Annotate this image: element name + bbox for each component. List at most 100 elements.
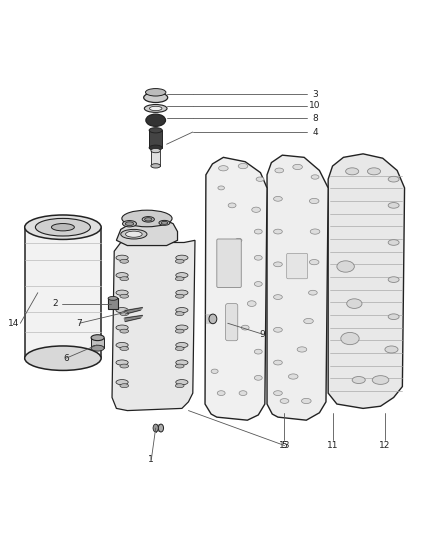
Ellipse shape (151, 148, 160, 153)
Ellipse shape (274, 327, 283, 332)
Ellipse shape (293, 164, 302, 169)
Ellipse shape (254, 229, 262, 234)
Text: 5: 5 (282, 441, 287, 450)
Ellipse shape (388, 277, 399, 282)
Bar (151, 151, 160, 166)
Ellipse shape (121, 229, 147, 239)
Ellipse shape (120, 364, 129, 368)
Ellipse shape (372, 376, 389, 384)
Ellipse shape (309, 198, 319, 204)
Ellipse shape (159, 220, 170, 225)
FancyBboxPatch shape (217, 239, 241, 287)
Ellipse shape (274, 262, 283, 266)
Ellipse shape (175, 294, 184, 298)
Ellipse shape (388, 203, 399, 208)
Ellipse shape (175, 364, 184, 368)
Ellipse shape (218, 186, 224, 190)
Ellipse shape (120, 277, 129, 281)
Ellipse shape (149, 106, 162, 111)
Ellipse shape (176, 272, 188, 278)
Ellipse shape (209, 314, 217, 324)
Ellipse shape (120, 329, 129, 333)
Text: 14: 14 (8, 319, 19, 328)
Bar (149, 130, 162, 148)
Ellipse shape (254, 255, 262, 260)
Ellipse shape (149, 128, 162, 133)
Ellipse shape (388, 314, 399, 320)
Text: 8: 8 (312, 114, 318, 123)
Ellipse shape (116, 255, 128, 261)
Ellipse shape (310, 229, 320, 234)
Ellipse shape (347, 299, 362, 309)
Ellipse shape (176, 360, 188, 365)
Ellipse shape (149, 145, 162, 150)
Ellipse shape (116, 360, 128, 365)
Ellipse shape (308, 290, 317, 295)
Ellipse shape (144, 93, 168, 102)
Text: 9: 9 (260, 330, 265, 338)
Ellipse shape (116, 290, 128, 295)
Ellipse shape (228, 203, 236, 208)
Ellipse shape (254, 375, 262, 380)
Ellipse shape (280, 399, 289, 403)
Ellipse shape (274, 360, 283, 365)
Ellipse shape (153, 424, 158, 432)
FancyBboxPatch shape (226, 304, 238, 341)
Ellipse shape (238, 164, 248, 169)
Ellipse shape (175, 277, 184, 281)
Ellipse shape (175, 259, 184, 263)
Ellipse shape (175, 329, 184, 333)
Ellipse shape (125, 222, 134, 225)
Ellipse shape (388, 176, 399, 182)
Ellipse shape (142, 216, 154, 222)
Ellipse shape (116, 272, 128, 278)
Ellipse shape (341, 333, 359, 345)
Ellipse shape (385, 346, 398, 353)
Bar (108, 298, 118, 309)
Ellipse shape (145, 217, 152, 221)
Ellipse shape (126, 231, 142, 237)
Text: 6: 6 (64, 354, 69, 362)
Text: 7: 7 (76, 319, 82, 328)
Ellipse shape (252, 207, 261, 212)
Ellipse shape (288, 374, 298, 379)
Ellipse shape (176, 308, 188, 313)
Ellipse shape (211, 369, 218, 374)
Ellipse shape (151, 164, 160, 168)
Ellipse shape (51, 223, 74, 231)
Bar (25, 227, 101, 358)
Ellipse shape (146, 114, 166, 126)
Ellipse shape (116, 325, 128, 330)
Ellipse shape (175, 346, 184, 351)
Text: 11: 11 (327, 441, 338, 450)
Ellipse shape (388, 240, 399, 245)
Ellipse shape (219, 166, 228, 171)
Ellipse shape (35, 219, 90, 236)
Ellipse shape (145, 88, 166, 96)
Bar (91, 338, 104, 348)
Ellipse shape (25, 215, 101, 239)
Ellipse shape (304, 318, 313, 324)
Text: 12: 12 (379, 441, 391, 450)
Text: 3: 3 (312, 90, 318, 99)
Text: 1: 1 (148, 455, 154, 464)
Ellipse shape (346, 168, 359, 175)
Ellipse shape (309, 260, 319, 265)
Ellipse shape (108, 296, 118, 300)
Polygon shape (117, 216, 177, 246)
Ellipse shape (352, 376, 365, 384)
Ellipse shape (275, 168, 284, 173)
Ellipse shape (274, 197, 283, 201)
Ellipse shape (274, 295, 283, 300)
Ellipse shape (158, 424, 163, 432)
Ellipse shape (176, 255, 188, 261)
Ellipse shape (120, 294, 129, 298)
Polygon shape (205, 157, 267, 420)
Ellipse shape (301, 398, 311, 403)
Ellipse shape (122, 210, 172, 227)
Ellipse shape (176, 325, 188, 330)
Ellipse shape (176, 379, 188, 385)
Ellipse shape (247, 301, 256, 306)
Polygon shape (267, 155, 328, 420)
Ellipse shape (176, 343, 188, 348)
